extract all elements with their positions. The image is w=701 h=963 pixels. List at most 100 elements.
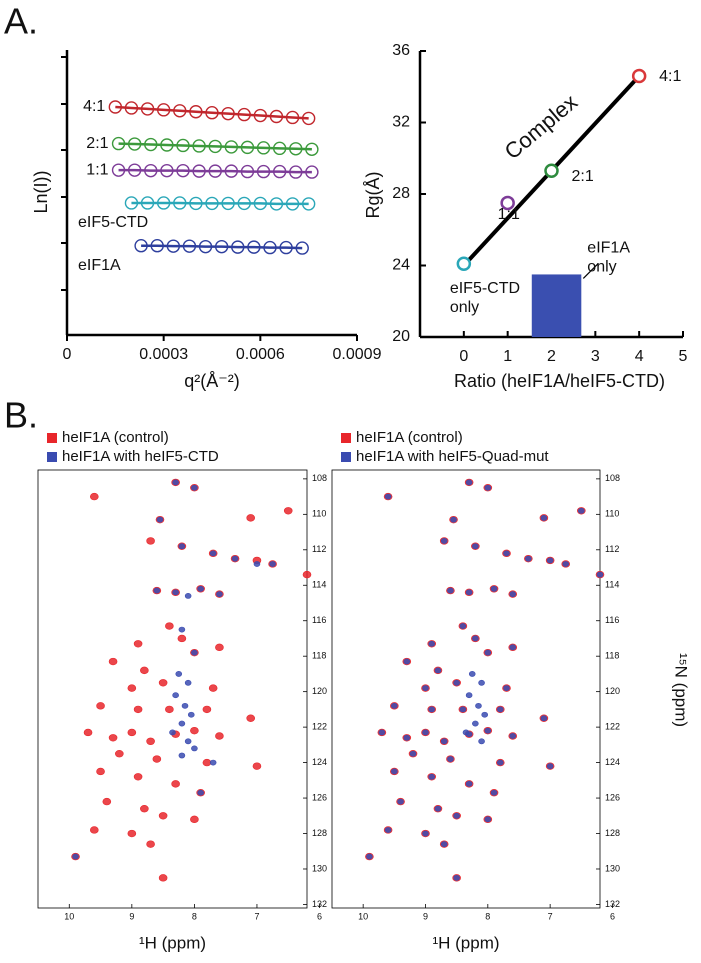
series-line bbox=[118, 168, 312, 174]
peak bbox=[403, 658, 411, 665]
peak bbox=[127, 684, 137, 692]
x-axis-label: ¹H (ppm) bbox=[139, 933, 206, 952]
data-point bbox=[192, 139, 206, 153]
peak bbox=[578, 507, 585, 514]
y-tick-label: 130 bbox=[312, 863, 327, 873]
peak bbox=[484, 649, 492, 656]
point-label: 4:1 bbox=[659, 68, 681, 85]
peak bbox=[72, 853, 79, 860]
plot-frame bbox=[331, 469, 601, 909]
peak bbox=[478, 679, 485, 686]
legend-label: heIF1A (control) bbox=[356, 429, 463, 446]
data-point bbox=[269, 109, 284, 124]
peak bbox=[90, 492, 99, 501]
legend-label: heIF1A with heIF5-Quad-mut bbox=[356, 448, 549, 465]
legend-swatch bbox=[341, 452, 351, 462]
x-tick-label: 0 bbox=[459, 348, 468, 365]
peak bbox=[146, 840, 155, 848]
y-axis-label: Rg(Å) bbox=[363, 171, 383, 218]
data-point bbox=[208, 139, 222, 154]
x-tick-label: 5 bbox=[679, 348, 688, 365]
peak bbox=[391, 768, 398, 775]
y-tick-label: 132 bbox=[605, 899, 620, 909]
data-point bbox=[237, 196, 251, 211]
peak bbox=[509, 644, 517, 651]
peak bbox=[428, 640, 436, 647]
peak bbox=[96, 767, 105, 776]
peak bbox=[177, 634, 187, 643]
bar-label: eIF1A bbox=[587, 240, 630, 257]
peak bbox=[127, 829, 137, 838]
y-axis-label: Ln(I)) bbox=[31, 170, 51, 213]
peak bbox=[108, 734, 118, 742]
peak bbox=[422, 685, 429, 692]
data-point bbox=[279, 240, 293, 255]
data-point bbox=[173, 104, 187, 118]
peak bbox=[409, 750, 417, 757]
data-point bbox=[269, 197, 284, 211]
peak bbox=[484, 816, 492, 823]
data-point bbox=[205, 196, 219, 211]
y-tick-label: 116 bbox=[605, 615, 619, 625]
x-tick-label: 2 bbox=[547, 348, 556, 365]
peak bbox=[115, 750, 124, 758]
peak bbox=[156, 516, 164, 523]
peak bbox=[165, 622, 174, 630]
peak bbox=[478, 738, 485, 745]
peak bbox=[440, 841, 448, 848]
peak bbox=[472, 720, 479, 727]
data-point bbox=[253, 196, 268, 211]
peak bbox=[158, 812, 168, 820]
peak bbox=[253, 561, 261, 567]
peak bbox=[509, 591, 517, 598]
x-tick-label: 0 bbox=[63, 346, 72, 363]
peak bbox=[484, 727, 492, 734]
peak bbox=[127, 728, 137, 737]
data-point bbox=[237, 107, 251, 122]
peak bbox=[440, 538, 448, 544]
point-label: only bbox=[450, 299, 479, 316]
peak bbox=[475, 702, 482, 709]
x-tick-label: 7 bbox=[254, 911, 259, 921]
series-line bbox=[115, 105, 309, 120]
plot-frame bbox=[37, 469, 308, 909]
peak bbox=[472, 543, 479, 550]
y-tick-label: 112 bbox=[605, 544, 619, 554]
data-point bbox=[272, 164, 287, 179]
peak bbox=[90, 826, 99, 834]
data-point bbox=[192, 164, 206, 178]
peak bbox=[468, 671, 476, 677]
bar bbox=[531, 274, 582, 337]
peak bbox=[503, 550, 510, 557]
x-tick-label: 8 bbox=[192, 911, 197, 921]
peak bbox=[440, 738, 448, 745]
data-point bbox=[224, 164, 239, 178]
x-tick-label: 7 bbox=[548, 911, 553, 921]
peak bbox=[172, 589, 179, 596]
peak bbox=[246, 514, 255, 522]
data-point bbox=[144, 163, 158, 178]
peak bbox=[384, 493, 392, 500]
peak bbox=[175, 671, 183, 677]
peak bbox=[503, 685, 510, 692]
peak bbox=[191, 745, 198, 752]
bar-label: only bbox=[587, 259, 616, 276]
x-tick-label: 6 bbox=[610, 911, 615, 921]
x-tick-label: 9 bbox=[423, 911, 428, 921]
point-label: eIF5-CTD bbox=[450, 280, 520, 297]
data-point bbox=[156, 103, 171, 117]
peak bbox=[540, 715, 548, 722]
peak bbox=[465, 692, 473, 699]
data-point bbox=[166, 239, 181, 253]
peak bbox=[490, 789, 498, 796]
data-point bbox=[156, 196, 171, 210]
x-tick-label: 1 bbox=[503, 348, 512, 365]
peak bbox=[197, 585, 204, 592]
y-tick-label: 110 bbox=[605, 509, 619, 519]
peak bbox=[191, 484, 198, 491]
data-point bbox=[173, 196, 187, 210]
x-tick-label: 0.0009 bbox=[333, 346, 382, 363]
peak bbox=[140, 804, 149, 813]
y-tick-label: 122 bbox=[312, 722, 327, 732]
peak bbox=[202, 758, 212, 767]
